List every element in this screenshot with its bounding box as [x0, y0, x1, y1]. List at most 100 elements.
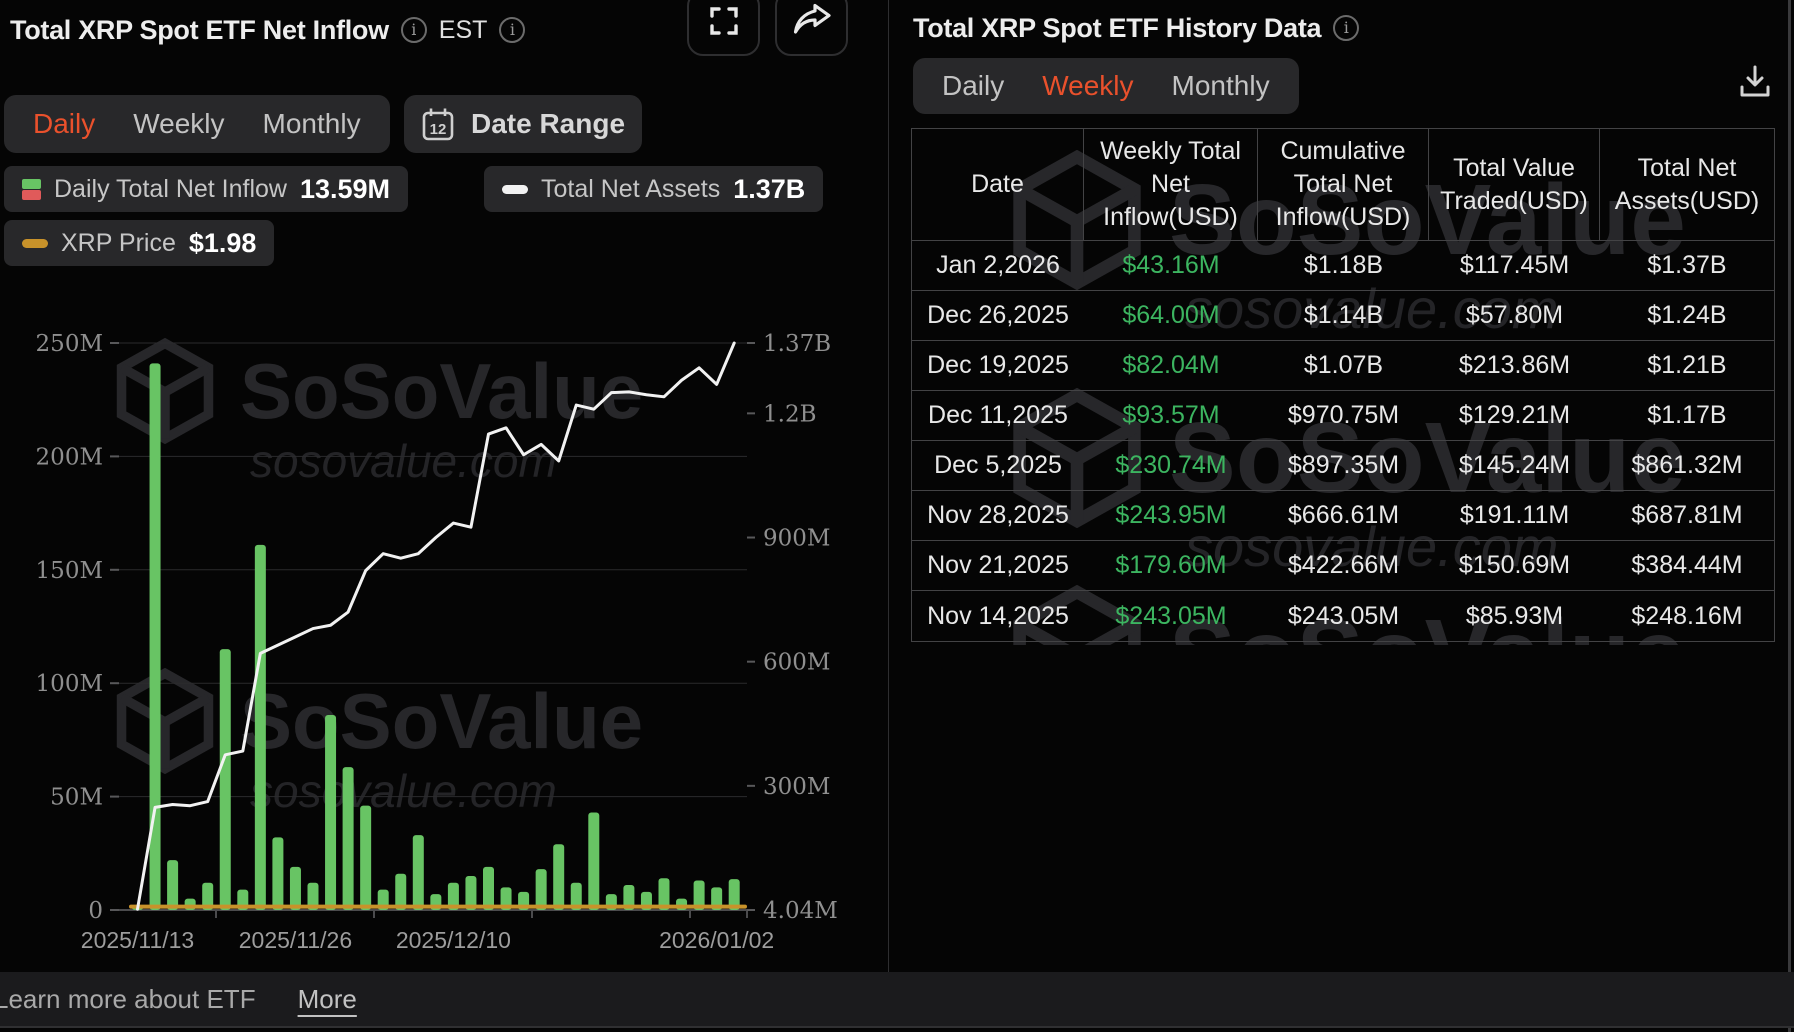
more-link[interactable]: More [297, 983, 357, 1014]
daily-inflow-bar [465, 875, 477, 910]
x-axis-date-label: 2025/12/10 [396, 927, 511, 953]
chart-title: Total XRP Spot ETF Net Inflow [10, 14, 389, 45]
share-button[interactable] [775, 0, 848, 56]
daily-inflow-bar [219, 649, 231, 910]
chart-period-tabs: Daily Weekly Monthly [4, 95, 390, 153]
daily-inflow-bar [500, 887, 512, 910]
timezone-info-icon[interactable]: i [499, 17, 526, 43]
value-cell: $1.37B [1647, 251, 1727, 279]
value-cell: $970.75M [1287, 401, 1400, 429]
download-icon [1737, 63, 1773, 106]
value-cell: $861.32M [1631, 451, 1743, 479]
right-axis-label: 600M [763, 650, 830, 676]
table-title: Total XRP Spot ETF History Data [913, 12, 1322, 43]
daily-inflow-bar [342, 767, 354, 910]
value-cell: $897.35M [1287, 451, 1400, 479]
info-icon[interactable]: i [1333, 15, 1360, 41]
daily-inflow-bar [728, 879, 740, 910]
date-cell: Nov 21,2025 [927, 551, 1069, 579]
tab-monthly[interactable]: Monthly [262, 108, 361, 139]
fullscreen-icon [706, 3, 742, 44]
daily-inflow-bar [395, 873, 407, 910]
column-header: Total Net Assets(USD) [1614, 153, 1760, 215]
value-cell: $248.16M [1631, 601, 1743, 630]
download-button[interactable] [1732, 60, 1778, 108]
date-cell: Nov 14,2025 [927, 601, 1069, 630]
history-table: Date Weekly Total Net Inflow(USD) Cumulati… [911, 128, 1775, 642]
value-cell: $243.05M [1115, 601, 1227, 630]
fullscreen-button[interactable] [687, 0, 760, 56]
daily-inflow-bar [623, 885, 635, 910]
legend-xrp-price[interactable]: XRP Price $1.98 [4, 220, 275, 266]
value-cell: $230.74M [1115, 451, 1227, 479]
left-axis-label: 0 [88, 898, 103, 924]
table-row: Nov 14,2025 $243.05M $243.05M $85.93M $248.1… [912, 591, 1774, 641]
right-axis-label: 1.2B [763, 401, 816, 427]
history-data-panel: SoSoValue sosovalue.com SoSoValue sosova… [888, 0, 1788, 972]
column-header: Cumulative Total Net Inflow(USD) [1258, 129, 1429, 240]
table-header-row: Date Weekly Total Net Inflow(USD) Cumulati… [912, 129, 1774, 241]
right-axis-label: 1.37B [763, 331, 831, 357]
value-cell: $666.61M [1287, 501, 1400, 529]
x-axis-date-label: 2026/01/02 [659, 927, 774, 953]
value-cell: $57.80M [1465, 301, 1564, 329]
value-cell: $129.21M [1458, 401, 1571, 429]
left-axis-label: 200M [36, 444, 103, 470]
date-cell: Dec 26,2025 [927, 301, 1069, 329]
footer-text: Learn more about ETF [0, 983, 256, 1014]
value-cell: $43.16M [1122, 251, 1220, 279]
inflow-candle-icon [22, 178, 41, 200]
legend-label: XRP Price [61, 228, 176, 257]
table-row: Dec 5,2025 $230.74M $897.35M $145.24M $861.3… [912, 441, 1774, 491]
legend-value: $1.98 [188, 227, 257, 258]
table-header-bar: Total XRP Spot ETF History Data i [913, 8, 1360, 48]
value-cell: $179.60M [1115, 551, 1227, 579]
date-cell: Jan 2,2026 [936, 251, 1060, 279]
daily-inflow-bar [360, 805, 372, 910]
column-header: Date [912, 129, 1084, 240]
value-cell: $93.57M [1122, 401, 1220, 429]
value-cell: $384.44M [1631, 551, 1743, 579]
daily-inflow-bar [658, 878, 670, 910]
table-row: Nov 28,2025 $243.95M $666.61M $191.11M $687.… [912, 491, 1774, 541]
date-cell: Dec 11,2025 [928, 401, 1068, 429]
value-cell: $64.00M [1122, 301, 1220, 329]
table-row: Nov 21,2025 $179.60M $422.66M $150.69M $384.… [912, 541, 1774, 591]
value-cell: $150.69M [1458, 551, 1571, 579]
legend-total-net-assets[interactable]: Total Net Assets 1.37B [484, 166, 824, 212]
daily-inflow-bar [483, 866, 494, 910]
daily-inflow-bar [588, 812, 600, 910]
timezone-label: EST [438, 15, 488, 44]
tab-monthly[interactable]: Monthly [1171, 70, 1270, 101]
daily-inflow-bar [535, 869, 547, 910]
value-cell: $191.11M [1459, 501, 1570, 529]
tab-weekly[interactable]: Weekly [133, 108, 225, 139]
daily-inflow-bar [254, 544, 266, 910]
table-row: Dec 19,2025 $82.04M $1.07B $213.86M $1.21B [912, 341, 1774, 391]
right-axis-label: 900M [763, 526, 830, 552]
value-cell: $1.07B [1303, 351, 1384, 379]
table-row: Jan 2,2026 $43.16M $1.18B $117.45M $1.37B [912, 241, 1774, 291]
svg-text:12: 12 [430, 121, 447, 138]
info-icon[interactable]: i [400, 17, 427, 43]
legend-value: 13.59M [299, 173, 391, 204]
scrollbar-track[interactable] [1788, 0, 1791, 1032]
daily-inflow-bar [202, 882, 214, 910]
value-cell: $243.05M [1287, 601, 1400, 630]
net-inflow-chart[interactable]: 0 50M 100M 150M 200M 250M 4.04M 300M 600M 900M 1.2… [0, 260, 888, 972]
daily-inflow-bar [325, 714, 337, 910]
tab-daily[interactable]: Daily [33, 108, 96, 139]
tab-weekly[interactable]: Weekly [1042, 70, 1134, 101]
tab-daily[interactable]: Daily [942, 70, 1005, 101]
value-cell: $1.18B [1303, 251, 1384, 279]
date-cell: Nov 28,2025 [927, 501, 1069, 529]
left-axis-label: 50M [50, 785, 103, 811]
legend-daily-net-inflow[interactable]: Daily Total Net Inflow 13.59M [4, 166, 409, 212]
legend-label: Total Net Assets [541, 174, 721, 203]
date-range-button[interactable]: 12 Date Range [404, 95, 642, 153]
daily-inflow-bar [447, 882, 459, 910]
total-net-assets-line [136, 341, 736, 911]
daily-inflow-bar [693, 880, 705, 910]
table-period-tabs: Daily Weekly Monthly [913, 58, 1299, 114]
